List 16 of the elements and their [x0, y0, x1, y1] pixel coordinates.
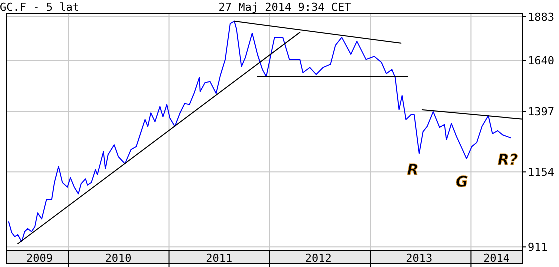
y-tick-label: 1154 — [528, 166, 555, 180]
y-tick-label: 1883 — [528, 10, 554, 24]
x-tick-label: 2012 — [305, 252, 332, 265]
x-tick-label: 2013 — [406, 252, 433, 265]
x-tick-label: 2011 — [206, 252, 233, 265]
y-tick-label: 1397 — [528, 106, 554, 119]
x-tick-label: 2009 — [26, 252, 54, 265]
annotation: R — [407, 161, 419, 179]
y-tick-label: 911 — [528, 241, 548, 254]
chart-subtitle: 27 Maj 2014 9:34 CET — [218, 1, 352, 14]
x-tick-label: 2014 — [484, 252, 510, 265]
chart-title: GC.F - 5 lat — [0, 1, 80, 14]
annotation: G — [456, 173, 468, 191]
x-tick-label: 2010 — [105, 252, 132, 265]
annotation: R? — [498, 151, 518, 169]
y-tick-label: 1640 — [528, 54, 554, 68]
